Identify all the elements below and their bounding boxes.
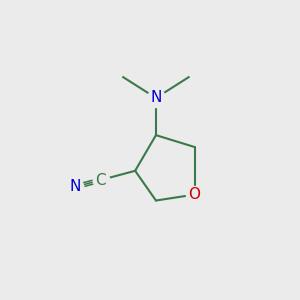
Text: C: C (95, 172, 106, 188)
Text: N: N (69, 179, 80, 194)
Text: N: N (150, 91, 162, 106)
Text: O: O (189, 187, 201, 202)
